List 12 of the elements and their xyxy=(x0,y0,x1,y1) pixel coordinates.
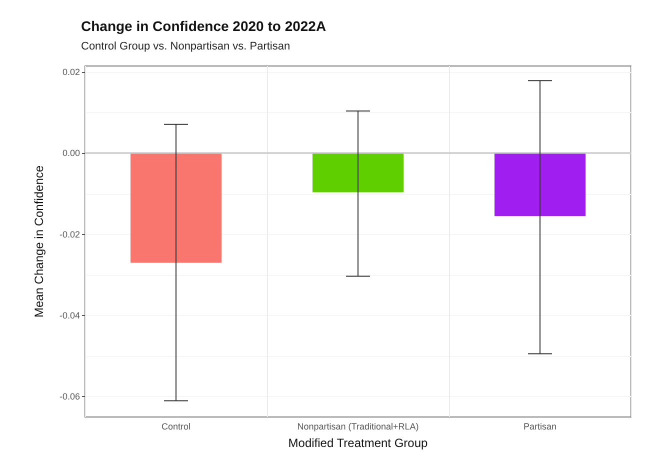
x-tick-label: Control xyxy=(161,422,191,432)
y-tick-label: -0.02 xyxy=(59,229,80,240)
x-axis-title: Modified Treatment Group xyxy=(288,436,428,450)
y-tick-label: -0.06 xyxy=(59,392,80,402)
x-tick-label: Nonpartisan (Traditional+RLA) xyxy=(297,422,419,432)
chart-subtitle: Control Group vs. Nonpartisan vs. Partisan xyxy=(81,40,290,52)
y-tick-label: 0.00 xyxy=(62,148,80,158)
x-tick-label: Partisan xyxy=(523,422,557,432)
y-tick-label: -0.04 xyxy=(59,310,80,321)
y-axis-title: Mean Change in Confidence xyxy=(32,165,46,318)
y-tick-label: 0.02 xyxy=(62,67,80,78)
chart-title: Change in Confidence 2020 to 2022A xyxy=(81,18,326,34)
